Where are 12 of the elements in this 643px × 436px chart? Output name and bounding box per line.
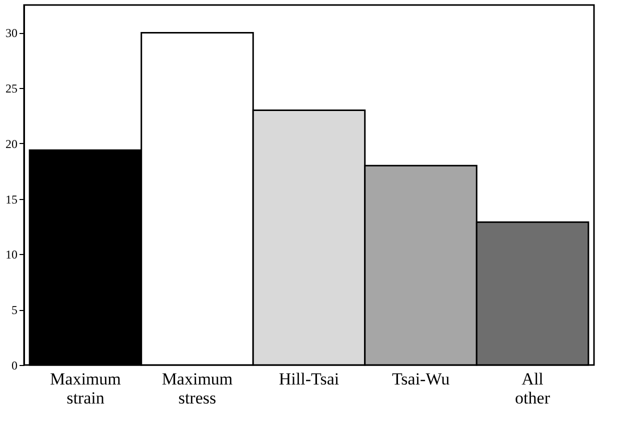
x-tick-label: Maximum stress <box>162 370 233 408</box>
y-tick-label: 5 <box>12 303 18 318</box>
x-tick-label: Tsai-Wu <box>392 370 450 388</box>
y-tick-label: 15 <box>6 192 18 206</box>
x-tick-label: All other <box>515 370 550 408</box>
x-tick-label: Maximum strain <box>50 370 121 408</box>
y-tick-label: 20 <box>6 136 18 151</box>
x-tick-label: Hill-Tsai <box>278 370 340 388</box>
y-tick-label: 25 <box>6 82 18 96</box>
y-tick-label: 10 <box>6 248 18 262</box>
y-tick-label: 30 <box>6 26 18 40</box>
y-tick-label: 0 <box>12 358 18 372</box>
